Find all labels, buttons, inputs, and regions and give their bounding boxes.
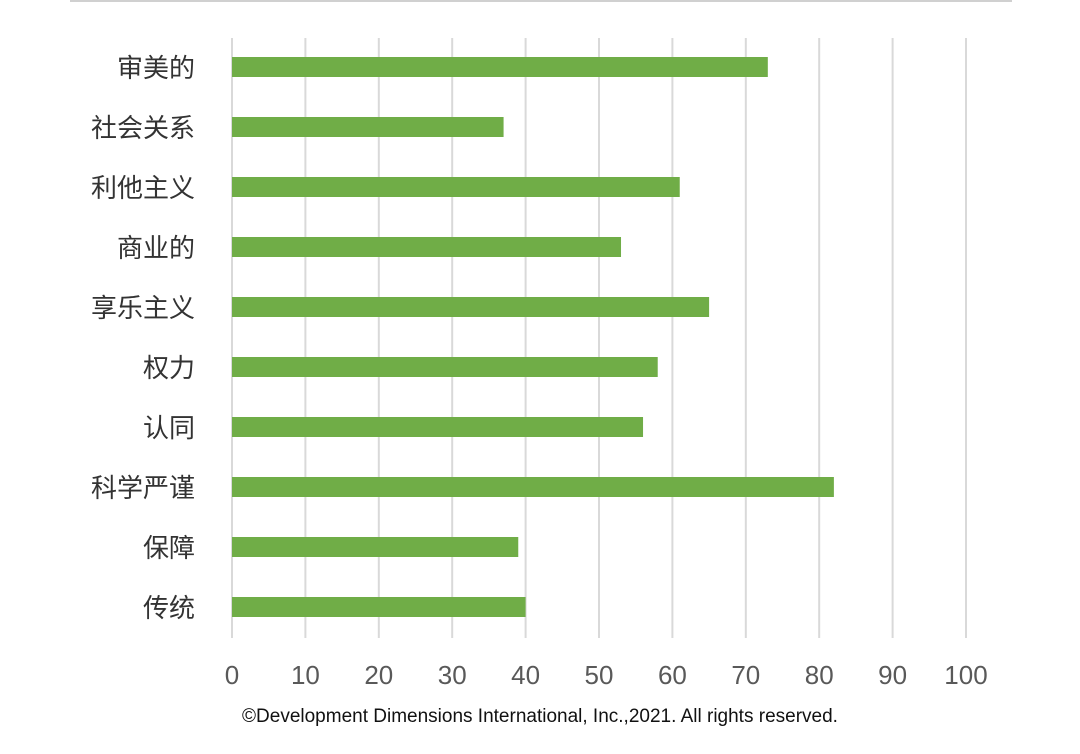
- x-tick-label: 100: [944, 660, 987, 690]
- bar: [232, 477, 834, 497]
- bar: [232, 117, 504, 137]
- x-tick-label: 10: [291, 660, 320, 690]
- x-tick-label: 40: [511, 660, 540, 690]
- category-label: 商业的: [117, 234, 195, 264]
- copyright-notice: ©Development Dimensions International, I…: [242, 706, 838, 727]
- category-label: 社会关系: [91, 114, 195, 144]
- category-label: 享乐主义: [91, 294, 195, 324]
- category-label: 传统: [143, 594, 195, 624]
- bar: [232, 57, 768, 77]
- x-tick-label: 50: [585, 660, 614, 690]
- bar: [232, 597, 526, 617]
- x-tick-label: 20: [364, 660, 393, 690]
- category-label: 科学严谨: [91, 474, 195, 504]
- category-label: 权力: [143, 354, 195, 384]
- bar: [232, 177, 680, 197]
- x-tick-label: 60: [658, 660, 687, 690]
- x-tick-label: 80: [805, 660, 834, 690]
- category-label: 利他主义: [91, 174, 195, 204]
- category-label: 审美的: [117, 54, 195, 84]
- category-label: 保障: [143, 534, 195, 564]
- bars: [232, 57, 834, 617]
- bar: [232, 417, 644, 437]
- x-tick-label: 0: [225, 660, 239, 690]
- x-tick-labels: 0 10 20 30 40 50 60 70 80 90 100: [225, 660, 988, 690]
- bar: [232, 537, 519, 557]
- x-tick-label: 90: [878, 660, 907, 690]
- bar: [232, 297, 710, 317]
- bar: [232, 357, 658, 377]
- gridlines: [231, 38, 967, 638]
- x-tick-label: 70: [731, 660, 760, 690]
- category-label: 认同: [143, 414, 195, 444]
- x-tick-label: 30: [438, 660, 467, 690]
- bar: [232, 237, 622, 257]
